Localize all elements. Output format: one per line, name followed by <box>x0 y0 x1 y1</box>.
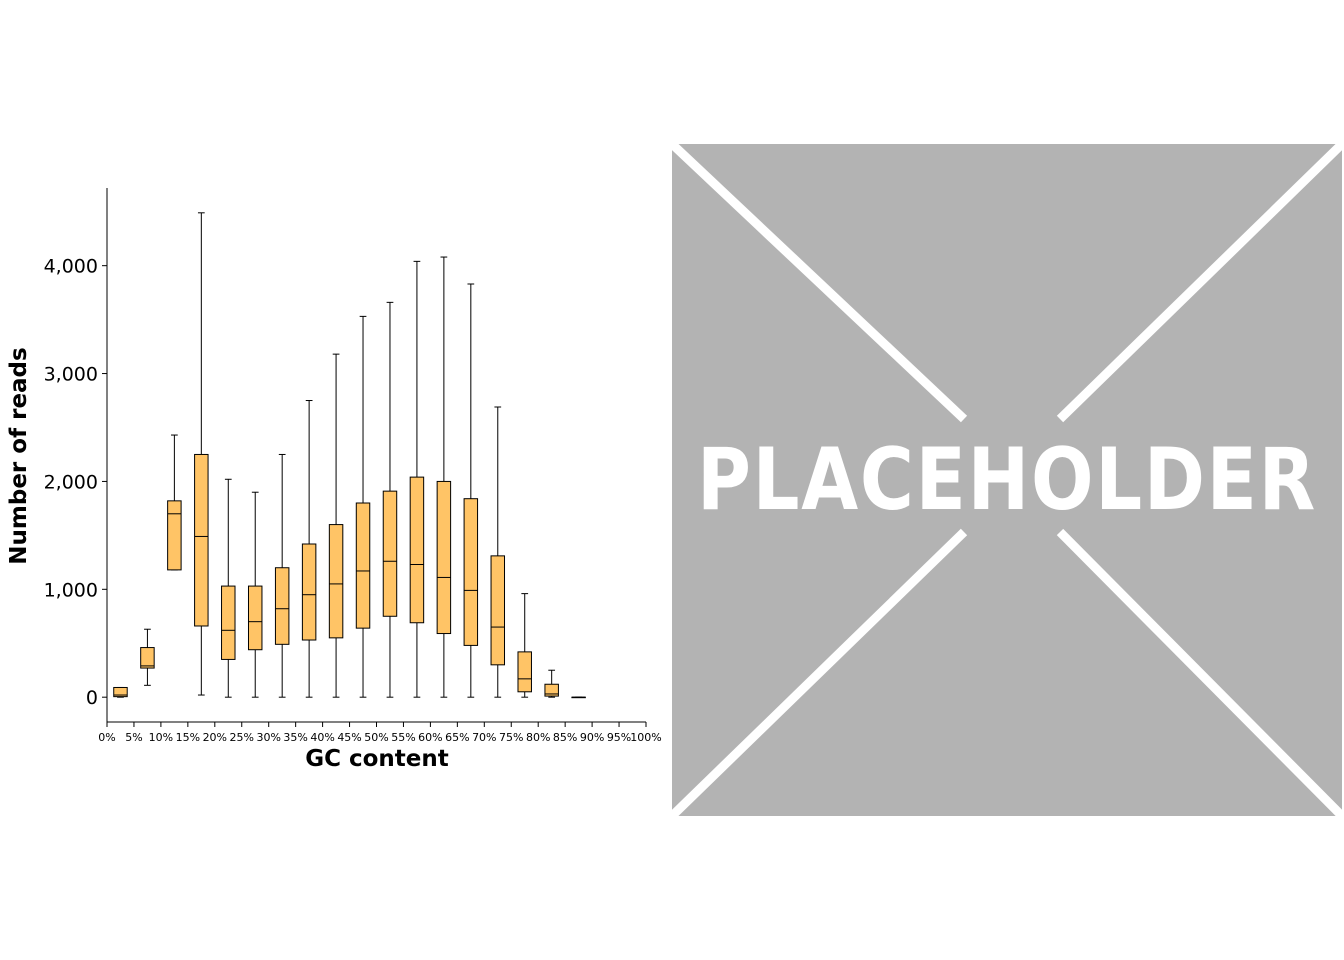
box-iqr <box>517 651 532 693</box>
box-5 <box>221 478 236 698</box>
box-series <box>113 212 586 699</box>
placeholder-cross-line <box>672 144 968 423</box>
box-iqr <box>328 524 344 639</box>
x-tick-label: 15% <box>176 731 200 744</box>
placeholder-cross-line <box>672 528 968 816</box>
box-iqr <box>463 498 479 646</box>
box-iqr <box>221 585 236 660</box>
x-tick-label: 65% <box>445 731 469 744</box>
box-iqr <box>140 647 155 669</box>
box-iqr <box>167 500 182 571</box>
box-iqr <box>274 567 290 645</box>
placeholder-label: PLACEHOLDER <box>697 430 1317 530</box>
x-tick-label: 70% <box>472 731 496 744</box>
y-tick-label: 1,000 <box>44 579 98 601</box>
box-iqr <box>490 555 506 666</box>
placeholder-cross-line <box>1056 144 1342 423</box>
box-14 <box>463 283 479 698</box>
box-iqr <box>355 502 371 629</box>
x-tick-label: 5% <box>125 731 142 744</box>
box-6 <box>247 491 263 698</box>
y-ticks: 0 1,000 2,000 3,000 4,000 <box>44 256 107 709</box>
x-tick-label: 55% <box>391 731 415 744</box>
y-tick-label: 0 <box>86 687 98 709</box>
box-iqr <box>113 686 128 698</box>
box-16 <box>517 593 532 698</box>
box-10 <box>355 315 371 698</box>
y-tick-label: 3,000 <box>44 364 98 386</box>
gc-content-boxplot: 0 1,000 2,000 3,000 4,000 0% 5% 10% 15% 20% 25% 30… <box>6 188 662 772</box>
x-tick-label: 30% <box>256 731 280 744</box>
x-tick-label: 20% <box>203 731 227 744</box>
x-tick-label: 75% <box>499 731 523 744</box>
box-7 <box>274 453 290 698</box>
box-18 <box>571 696 586 699</box>
x-tick-label: 50% <box>364 731 388 744</box>
placeholder-cross-line <box>1056 528 1342 816</box>
y-axis-title: Number of reads <box>6 347 32 564</box>
x-tick-label: 85% <box>553 731 577 744</box>
box-4 <box>194 212 209 696</box>
x-axis-title: GC content <box>305 746 449 772</box>
box-2 <box>140 628 155 686</box>
placeholder-cross <box>672 144 1342 816</box>
box-8 <box>301 400 317 698</box>
x-tick-label: 90% <box>580 731 604 744</box>
x-tick-label: 45% <box>337 731 361 744</box>
x-tick-label: 25% <box>230 731 254 744</box>
x-tick-label: 0% <box>98 731 115 744</box>
placeholder-image: PLACEHOLDER <box>672 144 1342 816</box>
x-tick-label: 10% <box>149 731 173 744</box>
box-iqr <box>301 543 317 641</box>
x-tick-label: 60% <box>418 731 442 744</box>
box-iqr <box>409 476 425 624</box>
box-15 <box>490 406 506 698</box>
x-ticks: 0% 5% 10% 15% 20% 25% 30% 35% 40% 45% 50% 55% 60% 65%… <box>98 722 662 744</box>
box-iqr <box>544 683 559 697</box>
box-12 <box>409 260 425 698</box>
box-iqr <box>247 585 263 651</box>
x-tick-label: 95% <box>607 731 631 744</box>
x-tick-label: 100% <box>630 731 661 744</box>
box-3 <box>167 434 182 571</box>
x-tick-label: 80% <box>526 731 550 744</box>
box-iqr <box>194 453 209 627</box>
box-iqr <box>382 490 398 617</box>
x-tick-label: 40% <box>310 731 334 744</box>
box-1 <box>113 686 128 698</box>
box-9 <box>328 353 344 698</box>
y-tick-label: 4,000 <box>44 256 98 278</box>
y-tick-label: 2,000 <box>44 471 98 493</box>
x-tick-label: 35% <box>283 731 307 744</box>
box-iqr <box>436 480 452 635</box>
box-13 <box>436 256 452 698</box>
box-17 <box>544 669 559 698</box>
box-11 <box>382 301 398 698</box>
